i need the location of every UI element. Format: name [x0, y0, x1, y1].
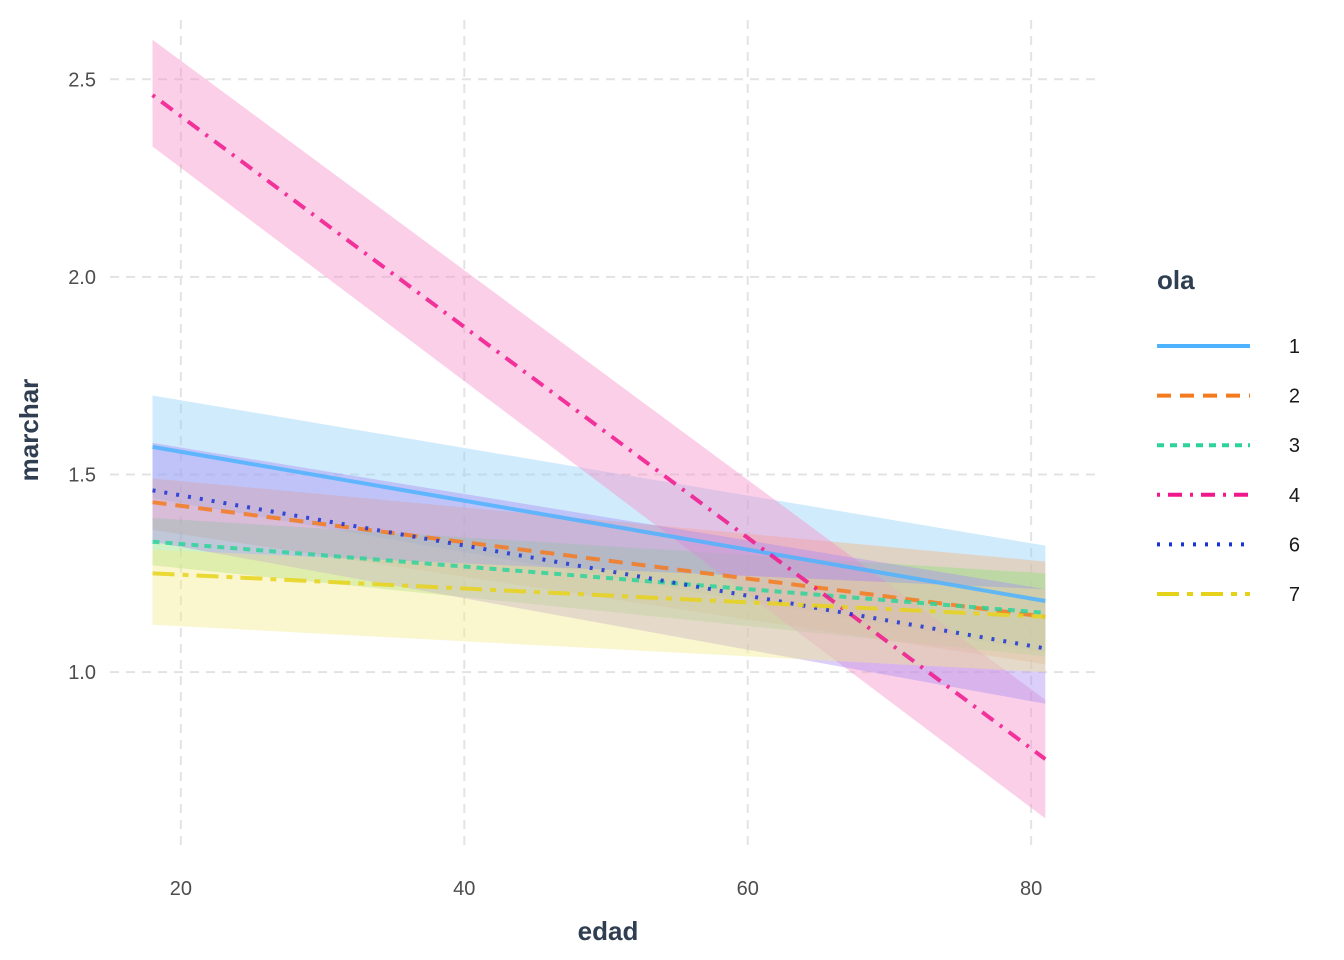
x-tick-label: 20 — [170, 878, 192, 900]
x-tick-label: 80 — [1020, 878, 1042, 900]
legend-item-ola-3: 3 — [1157, 435, 1300, 457]
legend-label-ola-6: 6 — [1289, 534, 1300, 556]
legend-label-ola-7: 7 — [1289, 584, 1300, 606]
regression-line-ola-7 — [152, 571, 1046, 619]
legend-label-ola-3: 3 — [1289, 435, 1300, 457]
regression-line-ola-4 — [151, 93, 1047, 761]
legend-item-ola-6: 6 — [1157, 534, 1300, 556]
legend: ola 1 2 3 4 6 7 — [1157, 265, 1300, 606]
axis-ticks: 20 40 60 80 1.0 1.5 2.0 2.5 — [68, 69, 1042, 900]
regression-line-ola-2 — [152, 500, 1046, 619]
x-tick-label: 40 — [453, 878, 475, 900]
y-tick-label: 2.5 — [68, 69, 96, 91]
y-tick-label: 2.0 — [68, 267, 96, 289]
x-tick-label: 60 — [737, 878, 759, 900]
regression-line-ola-3 — [152, 539, 1046, 615]
legend-label-ola-1: 1 — [1289, 336, 1300, 358]
y-tick-label: 1.0 — [68, 662, 96, 684]
y-tick-label: 1.5 — [68, 465, 96, 487]
legend-title: ola — [1157, 265, 1195, 295]
confidence-band-ola-3 — [152, 518, 1046, 657]
confidence-band-ola-6 — [152, 442, 1046, 704]
confidence-band-ola-4 — [152, 39, 1046, 819]
confidence-bands — [152, 39, 1046, 819]
grid — [110, 20, 1102, 850]
regression-line-ola-1 — [152, 444, 1046, 603]
legend-item-ola-7: 7 — [1157, 584, 1300, 606]
legend-item-ola-2: 2 — [1157, 386, 1300, 408]
confidence-band-ola-2 — [152, 478, 1046, 665]
x-axis-title: edad — [578, 916, 639, 946]
legend-item-ola-4: 4 — [1157, 485, 1300, 507]
confidence-band-ola-7 — [152, 549, 1046, 673]
legend-label-ola-4: 4 — [1289, 485, 1300, 507]
legend-item-ola-1: 1 — [1157, 336, 1300, 358]
regression-lines — [151, 93, 1047, 761]
y-axis-title: marchar — [14, 379, 44, 482]
legend-label-ola-2: 2 — [1289, 386, 1300, 408]
